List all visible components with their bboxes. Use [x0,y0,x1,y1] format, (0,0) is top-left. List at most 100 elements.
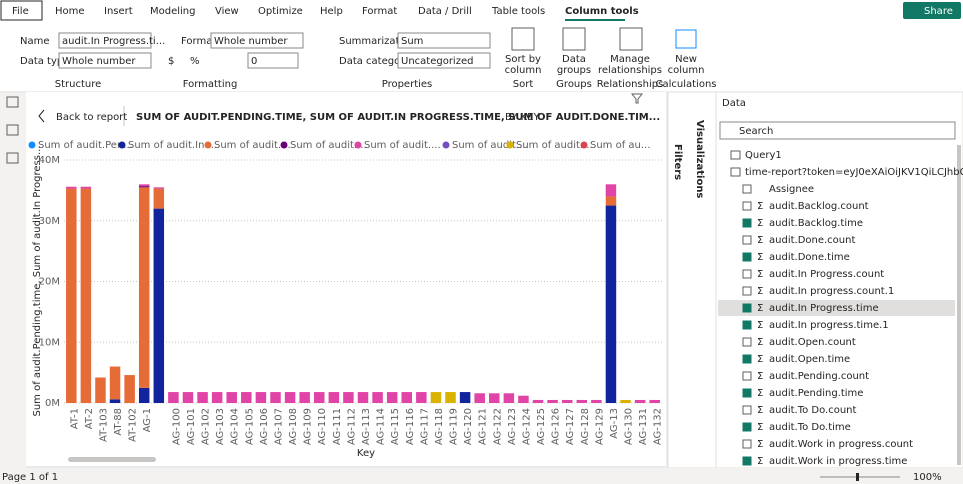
legend-marker[interactable] [280,141,288,149]
bar-segment[interactable] [503,393,515,403]
field-name[interactable]: audit.Work in progress.count [769,439,913,450]
legend-label[interactable]: Sum of audit.... [290,140,367,151]
field-name[interactable]: audit.Open.time [769,354,850,365]
legend-marker[interactable] [506,141,514,149]
checkbox[interactable] [742,218,752,228]
bar-segment[interactable] [430,392,442,403]
bar-segment[interactable] [416,392,427,403]
dropdown[interactable] [397,32,491,49]
ribbon-button-label[interactable]: column [505,65,542,76]
bar-segment[interactable] [109,366,121,400]
bar-segment[interactable] [270,392,281,403]
tab[interactable]: File [12,6,29,17]
checkbox[interactable] [742,320,752,330]
legend-marker[interactable] [354,141,362,149]
bar-segment[interactable] [95,377,106,403]
zoom-thumb[interactable] [856,473,859,481]
bar-segment[interactable] [197,392,208,403]
field-name[interactable]: audit.In Progress.time [769,303,879,314]
format-button[interactable]: % [190,56,200,67]
field-name[interactable]: audit.Done.time [769,252,850,263]
bar-segment[interactable] [634,399,646,403]
tab[interactable]: Column tools [565,6,639,17]
bar-segment[interactable] [561,399,573,403]
legend-label[interactable]: Sum of audit.... [364,140,441,151]
tab[interactable]: Modeling [150,6,196,17]
bar-segment[interactable] [168,392,179,403]
tab[interactable]: Insert [104,6,133,17]
checkbox[interactable] [742,388,752,398]
bar-segment[interactable] [138,387,150,403]
field-name[interactable]: Assignee [769,184,814,195]
tab-box[interactable] [0,0,43,21]
bar-segment[interactable] [474,393,485,403]
back-button[interactable]: Back to report [56,112,127,123]
model-view-icon[interactable] [6,152,19,164]
tab[interactable]: Data / Drill [418,6,472,17]
checkbox[interactable] [742,422,752,432]
bar-segment[interactable] [386,392,398,403]
bar-segment[interactable] [138,187,150,388]
format-button[interactable]: $ [168,56,174,67]
tab[interactable]: Optimize [258,6,303,17]
field-name[interactable]: audit.In Progress.count [769,269,884,280]
bar-segment[interactable] [138,184,150,187]
bar-segment[interactable] [576,399,588,403]
field-name[interactable]: audit.In progress.count.1 [769,286,894,297]
legend-marker[interactable] [580,141,588,149]
ribbon-button-label[interactable]: relationships [598,65,662,76]
share-button[interactable] [903,2,961,19]
legend-marker[interactable] [204,141,212,149]
tab[interactable]: Table tools [491,6,545,17]
bar-segment[interactable] [109,399,121,403]
legend-label[interactable]: Sum of audit.In ... [128,140,217,151]
bar-segment[interactable] [605,205,617,403]
bar-segment[interactable] [518,395,529,403]
pane-scrollbar[interactable] [957,145,961,465]
dropdown-value[interactable]: audit.In Progress.ti... [62,36,165,47]
bar-segment[interactable] [547,399,558,403]
dropdown-value[interactable]: Sum [401,36,423,47]
checkbox[interactable] [742,201,752,211]
checkbox[interactable] [742,371,752,381]
checkbox[interactable] [742,184,752,194]
visualizations-pane-title[interactable]: Visualizations [694,120,705,198]
bar-segment[interactable] [605,196,617,206]
bar-segment[interactable] [138,186,150,188]
bar-segment[interactable] [66,186,77,189]
bar-segment[interactable] [620,399,631,403]
bar-segment[interactable] [343,392,354,403]
filter-icon[interactable] [630,93,644,104]
field-name[interactable]: audit.Backlog.count [769,201,869,212]
tab[interactable]: Help [320,6,343,17]
bar-segment[interactable] [357,392,369,403]
field-name[interactable]: audit.Open.count [769,337,856,348]
field-name[interactable]: audit.To Do.time [769,422,851,433]
bar-segment[interactable] [80,188,92,403]
share-label[interactable]: Share [924,6,953,17]
search-box[interactable] [719,121,956,140]
dropdown[interactable] [210,32,304,49]
dropdown-value[interactable]: Whole number [62,56,136,67]
bar-segment[interactable] [445,392,456,403]
checkbox[interactable] [742,269,752,279]
checkbox[interactable] [742,286,752,296]
checkbox[interactable] [742,405,752,415]
ribbon-button-label[interactable]: Data [562,54,586,65]
bar-segment[interactable] [284,392,296,403]
field-name[interactable]: audit.Done.count [769,235,855,246]
bar-segment[interactable] [372,392,383,403]
legend-label[interactable]: Sum of audit.Pen... [38,140,133,151]
tab[interactable]: View [215,6,239,17]
field-name[interactable]: audit.In progress.time.1 [769,320,889,331]
bar-segment[interactable] [80,186,92,189]
tab[interactable]: Format [362,6,397,17]
field-name[interactable]: audit.To Do.count [769,405,857,416]
table-name[interactable]: time-report?token=eyJ0eXAiOiJKV1QiLCJhbG… [745,167,963,178]
legend-marker[interactable] [28,141,36,149]
filters-pane-title[interactable]: Filters [672,144,683,180]
bar-segment[interactable] [328,392,340,403]
bar-segment[interactable] [605,184,617,197]
bar-segment[interactable] [532,399,544,403]
bar-segment[interactable] [401,392,413,403]
